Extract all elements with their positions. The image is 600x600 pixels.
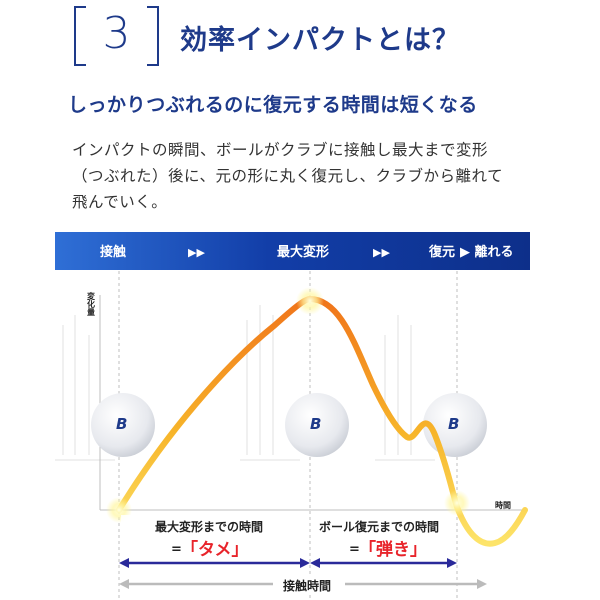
- tame-arrow: [119, 558, 310, 568]
- deformation-curve: [116, 295, 528, 547]
- ball-logo-3: B: [448, 415, 459, 433]
- phase-max-label: 最大変形: [277, 244, 329, 260]
- contact-time-label: 接触時間: [283, 578, 331, 593]
- right-annotation-title: ボール復元までの時間: [319, 519, 439, 534]
- right-annotation-bg: [313, 515, 455, 565]
- bracket-right: [147, 6, 159, 66]
- contact-time-label-bg: [273, 577, 345, 593]
- subtitle: しっかりつぶれるのに復元する時間は短くなる: [68, 94, 478, 116]
- section-number-box: 3: [74, 6, 159, 66]
- right-annotation-prefix: =: [349, 542, 360, 557]
- hajiki-arrow: [310, 558, 457, 568]
- y-axis-label: 変化量: [87, 291, 96, 317]
- left-annotation-bg: [121, 515, 301, 565]
- x-axis-label: 時間: [495, 500, 511, 510]
- ball-logo-1: B: [116, 415, 127, 433]
- left-annotation-prefix: =: [171, 542, 182, 557]
- right-annotation-value: 「弾き」: [359, 539, 427, 560]
- phase-contact-label: 接触: [100, 244, 126, 260]
- phase-arrow-2: ▶▶: [373, 246, 390, 259]
- left-annotation-value: 「タメ」: [181, 539, 249, 560]
- impact-diagram: 接触 ▶▶ 最大変形 ▶▶ 復元 ▶ 離れる 変化量 時間 B B B: [55, 232, 530, 600]
- club-sketches: [55, 305, 435, 461]
- left-annotation-title: 最大変形までの時間: [155, 519, 263, 534]
- ball-logo-2: B: [310, 415, 321, 433]
- section-title: 効率インパクトとは？: [180, 25, 460, 56]
- section-number: 3: [102, 8, 131, 59]
- phase-separate-label: ▶ 離れる: [460, 244, 514, 260]
- description: インパクトの瞬間、ボールがクラブに接触し最大まで変形 （つぶれた）後に、元の形に…: [72, 141, 504, 211]
- phase-restore-label: 復元: [428, 244, 455, 260]
- phase-bar: [55, 232, 530, 270]
- phase-arrow-1: ▶▶: [188, 246, 205, 259]
- ball-max-deform: B: [285, 393, 349, 457]
- glow-max: [296, 287, 324, 315]
- bracket-left: [74, 6, 86, 66]
- ball-contact: B: [91, 393, 155, 457]
- glow-restore: [444, 490, 470, 516]
